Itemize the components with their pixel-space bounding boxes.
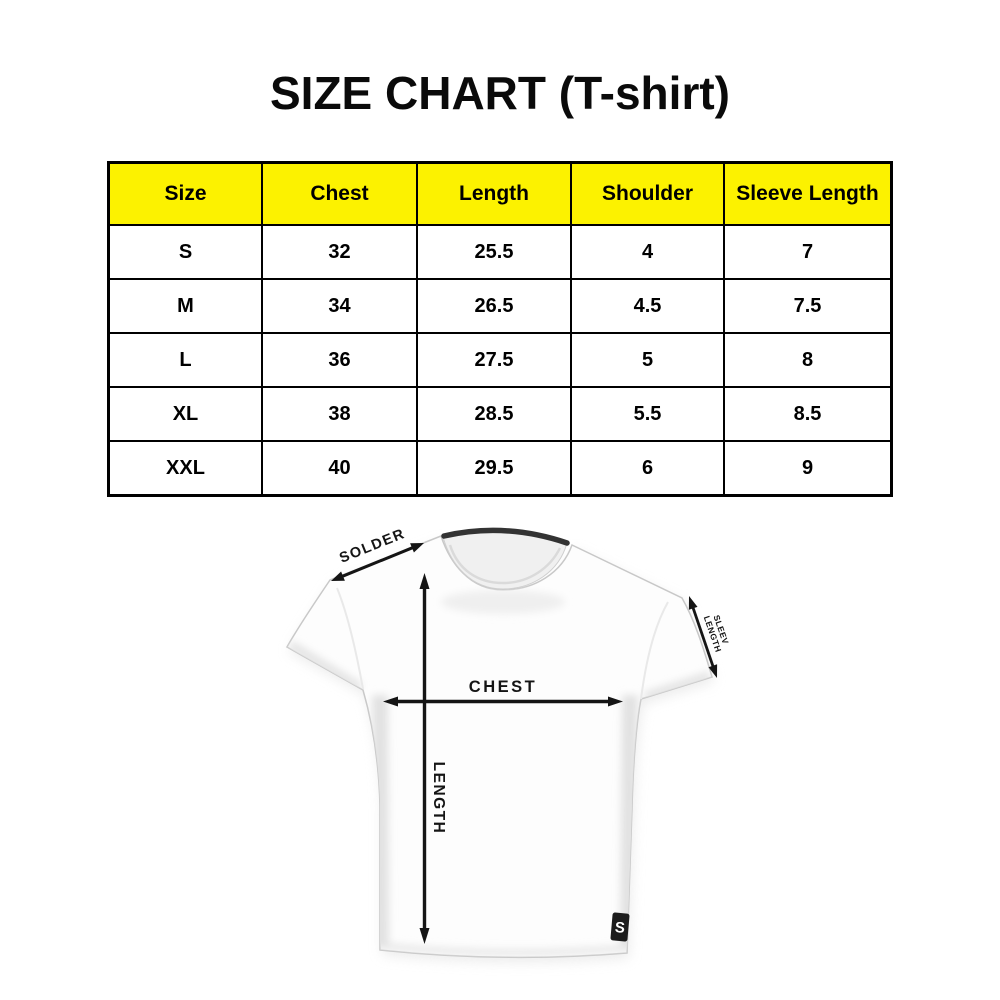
- page-title: SIZE CHART (T-shirt): [270, 67, 730, 119]
- cell-chest-s: 32: [263, 226, 418, 280]
- col-header-shoulder: Shoulder: [572, 164, 725, 226]
- brand-tag-letter: S: [614, 919, 625, 937]
- col-header-sleeve-length: Sleeve Length: [725, 164, 890, 226]
- tshirt-silhouette: [285, 535, 713, 959]
- cell-length-xl: 28.5: [418, 388, 572, 442]
- cell-sleeve-xxl: 9: [725, 442, 890, 494]
- length-label: LENGTH: [430, 762, 447, 835]
- chest-arrow: [383, 696, 623, 707]
- cell-size-xxl: XXL: [110, 442, 263, 494]
- shoulder-arrow: [331, 543, 424, 581]
- cell-length-m: 26.5: [418, 280, 572, 334]
- col-header-size: Size: [110, 164, 263, 226]
- cell-shoulder-xl: 5.5: [572, 388, 725, 442]
- col-header-length: Length: [418, 164, 572, 226]
- cell-shoulder-l: 5: [572, 334, 725, 388]
- cell-length-xxl: 29.5: [418, 442, 572, 494]
- col-header-chest: Chest: [263, 164, 418, 226]
- tshirt-diagram: SOLDER LENGTH CHEST SLEEV LENGTH S: [285, 526, 731, 963]
- cell-shoulder-m: 4.5: [572, 280, 725, 334]
- cell-chest-m: 34: [263, 280, 418, 334]
- cell-chest-xl: 38: [263, 388, 418, 442]
- cell-sleeve-s: 7: [725, 226, 890, 280]
- cell-sleeve-l: 8: [725, 334, 890, 388]
- collar-band: [441, 527, 570, 546]
- brand-tag: S: [610, 912, 630, 942]
- cell-shoulder-xxl: 6: [572, 442, 725, 494]
- cell-chest-xxl: 40: [263, 442, 418, 494]
- right-sleeve-seam: [640, 601, 669, 700]
- cell-length-s: 25.5: [418, 226, 572, 280]
- cell-chest-l: 36: [263, 334, 418, 388]
- chest-label: CHEST: [469, 678, 537, 696]
- cell-sleeve-xl: 8.5: [725, 388, 890, 442]
- cell-size-m: M: [110, 280, 263, 334]
- sleeve-length-arrow: [688, 596, 718, 678]
- left-sleeve-seam: [336, 587, 364, 690]
- cell-size-l: L: [110, 334, 263, 388]
- collar-rib: [448, 544, 562, 585]
- size-table: Size Chest Length Shoulder Sleeve Length…: [107, 161, 893, 497]
- cell-sleeve-m: 7.5: [725, 280, 890, 334]
- length-arrow: [419, 573, 430, 944]
- fabric-shading: [287, 590, 712, 956]
- cell-shoulder-s: 4: [572, 226, 725, 280]
- cell-length-l: 27.5: [418, 334, 572, 388]
- cell-size-s: S: [110, 226, 263, 280]
- cell-size-xl: XL: [110, 388, 263, 442]
